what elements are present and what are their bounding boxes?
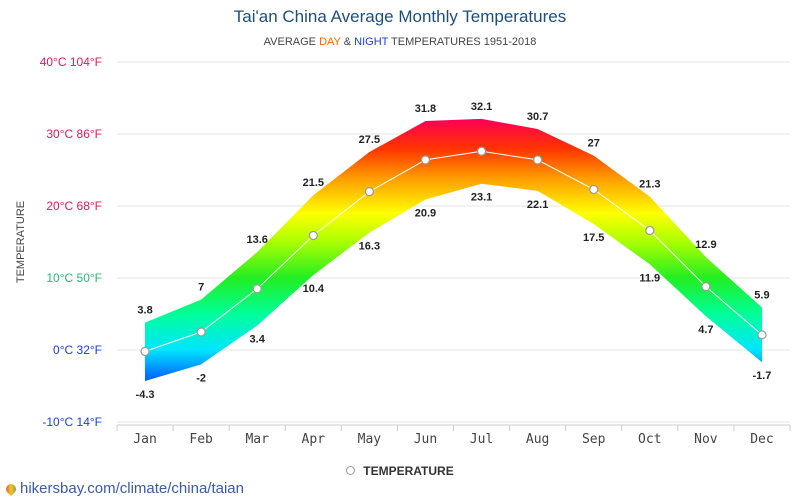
night-value-label: 16.3: [359, 241, 380, 253]
day-value-label: 31.8: [415, 103, 436, 115]
day-value-label: 3.8: [137, 305, 152, 317]
average-point: [701, 282, 711, 292]
x-tick-label: Apr: [302, 432, 326, 447]
x-tick-label: Mar: [245, 432, 269, 447]
y-tick-label: 20°C 68°F: [46, 199, 102, 213]
night-value-label: 17.5: [583, 232, 604, 244]
x-tick-label: Aug: [526, 432, 549, 447]
day-value-label: 21.3: [639, 179, 660, 191]
night-value-label: -1.7: [752, 370, 771, 382]
y-tick-label: 30°C 86°F: [46, 127, 102, 141]
subtitle-prefix: AVERAGE: [263, 36, 317, 48]
source-link[interactable]: hikersbay.com/climate/china/taian: [3, 480, 244, 497]
average-point: [364, 187, 374, 197]
y-tick-label: 0°C 32°F: [53, 343, 102, 357]
average-point: [533, 155, 543, 165]
day-value-label: 5.9: [754, 290, 769, 302]
y-tick-label: 40°C 104°F: [40, 55, 102, 69]
average-point: [252, 284, 262, 294]
axes: 40°C 104°F 30°C 86°F 20°C 68°F 10°C 50°F 0°C…: [15, 55, 791, 447]
legend-marker-icon: [346, 466, 356, 476]
day-value-label: 30.7: [527, 111, 548, 123]
x-tick-label: Dec: [750, 432, 773, 447]
x-tick-label: Sep: [582, 432, 606, 447]
data-labels: 3.8 7 13.6 21.5 27.5 31.8 32.1 30.7 27 21.3 12.9 5.…: [136, 101, 772, 401]
day-night-band: [145, 118, 762, 382]
average-point: [196, 327, 206, 337]
night-value-label: 20.9: [415, 208, 436, 220]
night-value-label: 11.9: [639, 272, 660, 284]
day-value-label: 12.9: [695, 239, 716, 251]
night-value-label: 22.1: [527, 199, 548, 211]
night-value-label: -4.3: [136, 389, 155, 401]
y-tick-label: -10°C 14°F: [42, 415, 102, 429]
average-point: [140, 346, 150, 357]
chart-title: Tai'an China Average Monthly Temperature…: [233, 7, 567, 26]
y-tick-label: 10°C 50°F: [46, 271, 102, 285]
x-tick-label: Nov: [694, 432, 718, 447]
day-value-label: 21.5: [303, 177, 324, 189]
source-link-text: hikersbay.com/climate/china/taian: [20, 480, 244, 497]
day-value-label: 13.6: [246, 234, 267, 246]
night-value-label: 10.4: [303, 283, 325, 295]
day-value-label: 7: [198, 282, 204, 294]
night-value-label: 23.1: [471, 192, 492, 204]
x-tick-label: Feb: [189, 432, 213, 447]
x-tick-label: May: [358, 432, 382, 447]
temperature-band: [145, 118, 762, 382]
average-point: [308, 230, 318, 241]
x-tick-label: Oct: [638, 432, 661, 447]
chart-subtitle: AVERAGE DAY & NIGHT TEMPERATURES 1951-20…: [0, 36, 800, 48]
day-value-label: 32.1: [471, 101, 492, 113]
average-temperature-line: [144, 150, 763, 352]
average-point: [757, 330, 767, 340]
average-point: [589, 184, 599, 195]
subtitle-suffix: TEMPERATURES 1951-2018: [391, 36, 537, 48]
x-tick-label: Jul: [470, 432, 493, 447]
y-axis-title: TEMPERATURE: [15, 201, 27, 283]
legend-label: TEMPERATURE: [363, 464, 454, 478]
day-value-label: 27.5: [359, 134, 380, 146]
day-value-label: 27: [588, 138, 600, 150]
subtitle-night: NIGHT: [354, 36, 389, 48]
legend[interactable]: TEMPERATURE: [0, 464, 800, 478]
night-value-label: 4.7: [698, 324, 713, 336]
average-point: [645, 225, 655, 236]
night-value-label: 3.4: [250, 334, 266, 346]
night-value-label: -2: [196, 372, 206, 384]
average-line: [140, 146, 767, 357]
average-point: [420, 155, 431, 165]
average-point: [476, 146, 487, 156]
subtitle-day: DAY: [319, 36, 341, 48]
subtitle-amp: &: [343, 36, 352, 48]
x-tick-label: Jan: [133, 432, 156, 447]
map-pin-icon: [3, 481, 19, 497]
x-tick-label: Jun: [414, 432, 437, 447]
